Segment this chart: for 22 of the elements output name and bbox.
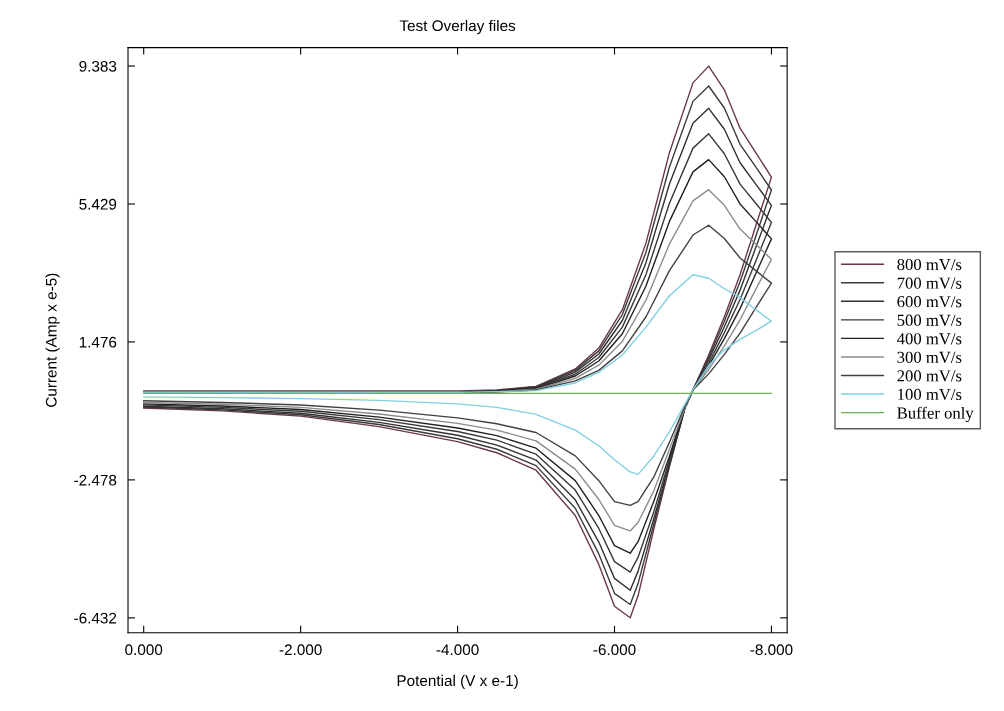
x-axis-title: Potential (V x e-1) <box>397 674 518 690</box>
legend-label: 600 mV/s <box>897 296 962 308</box>
y-tick-label: 1.476 <box>79 336 117 348</box>
x-tick-label: 0.000 <box>125 644 163 656</box>
legend-label: 100 mV/s <box>898 388 962 401</box>
y-tick-label: -2.478 <box>74 474 117 486</box>
x-tick-label: -6.000 <box>593 644 636 656</box>
legend-label: 400 mV/s <box>897 333 962 345</box>
y-axis-title: Current (Amp x e-5) <box>45 273 60 407</box>
chart-title: Test Overlay files <box>399 19 516 35</box>
x-tick-label: -2.000 <box>279 644 322 656</box>
y-tick-label: 5.429 <box>79 198 117 210</box>
legend-label: 800 mV/s <box>897 258 962 271</box>
legend-label: 300 mV/s <box>897 351 962 364</box>
legend-label: Buffer only <box>897 406 974 423</box>
legend-label: 500 mV/s <box>897 314 962 326</box>
legend-label: 700 mV/s <box>897 277 962 289</box>
x-tick-label: -8.000 <box>750 644 793 656</box>
x-tick-label: -4.000 <box>436 644 479 656</box>
y-tick-label: 9.383 <box>79 60 117 72</box>
y-tick-label: -6.432 <box>74 612 117 624</box>
legend-label: 200 mV/s <box>897 370 962 382</box>
